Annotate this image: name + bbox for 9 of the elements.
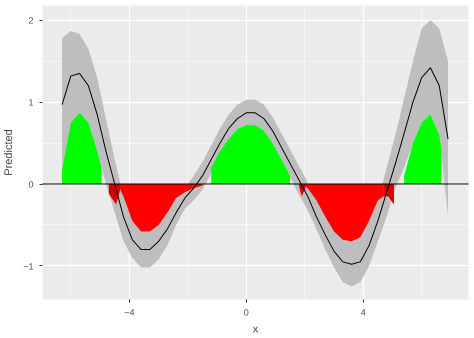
y-tick-label: −1 [23, 261, 34, 272]
y-tick-label: 0 [28, 180, 34, 190]
y-tick-label: 2 [28, 16, 34, 26]
y-axis-title: Predicted [3, 129, 16, 176]
x-axis-title: x [252, 324, 259, 336]
y-tick-label: 1 [28, 98, 34, 108]
x-tick-label: −4 [124, 308, 134, 318]
x-tick-label: 4 [360, 308, 366, 318]
x-tick-label: 0 [244, 308, 249, 318]
